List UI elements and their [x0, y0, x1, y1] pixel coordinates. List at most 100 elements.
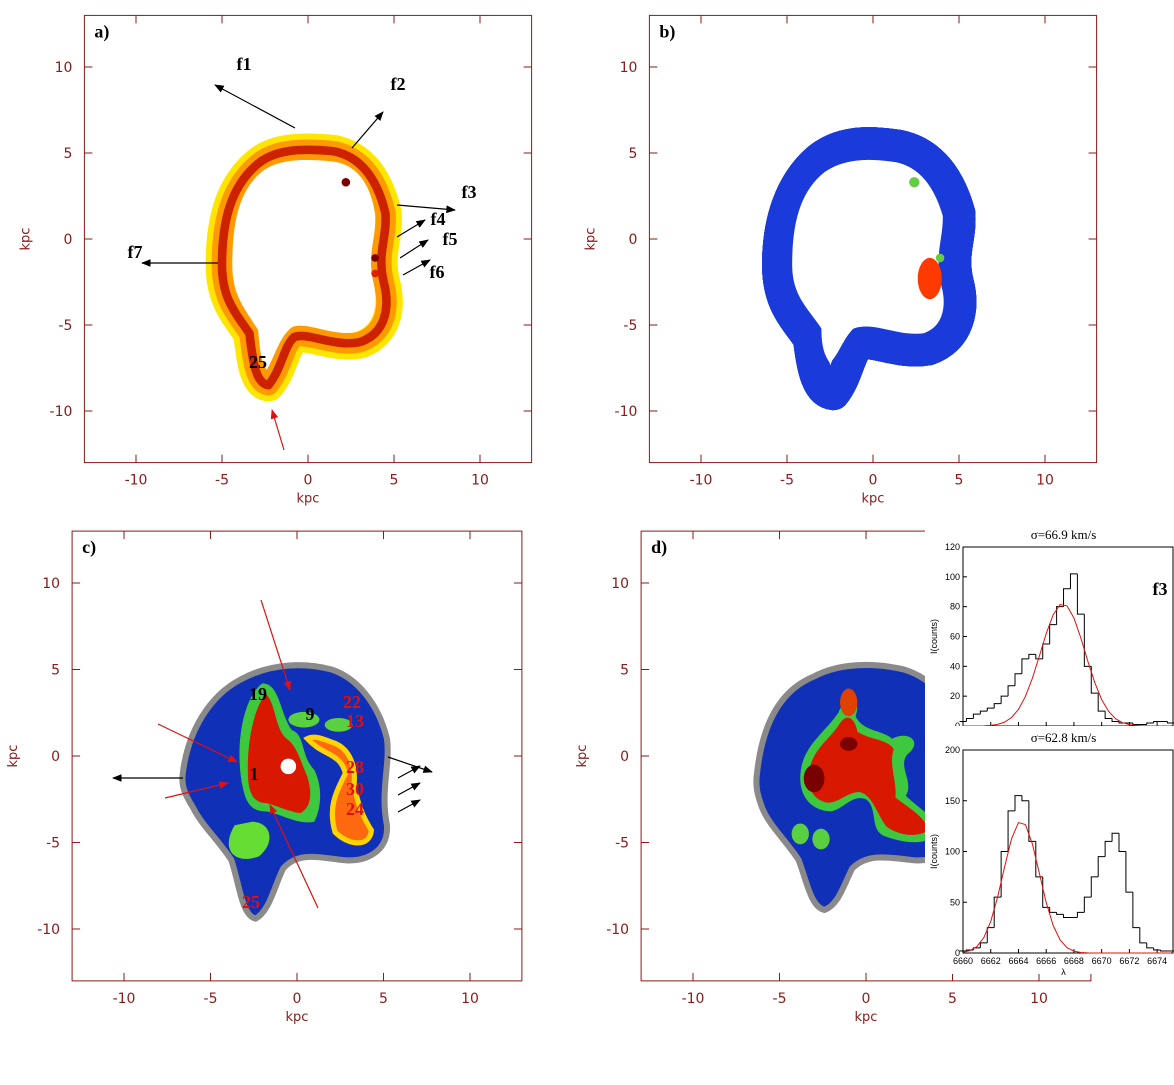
histogram-step — [1014, 795, 1022, 811]
y-tick-label: -5 — [46, 836, 60, 852]
histogram-step — [993, 896, 1002, 928]
y-tick-label: 10 — [42, 576, 60, 592]
y-tick-label: 150 — [945, 796, 960, 806]
x-tick-label: 5 — [379, 991, 388, 1007]
histogram-step — [1069, 573, 1078, 589]
inset-title: σ=62.8 km/s — [1031, 730, 1097, 745]
arrow-a-red — [270, 409, 285, 451]
y-tick-label: 5 — [63, 146, 72, 162]
y-axis-label: I(counts) — [929, 619, 939, 654]
histogram-step — [1021, 658, 1029, 674]
annotation: 22 — [343, 692, 361, 712]
histogram-step — [986, 927, 995, 943]
x-tick-label: 0 — [293, 991, 302, 1007]
fit-curve — [963, 604, 1171, 727]
histogram-step — [1014, 673, 1022, 686]
x-tick-label: 0 — [862, 991, 871, 1007]
panel-label: c) — [82, 537, 96, 558]
x-tick-label: 10 — [461, 991, 479, 1007]
histogram-step — [1056, 912, 1064, 915]
histogram-step — [1118, 833, 1126, 852]
y-tick-label: 80 — [950, 602, 960, 612]
x-axis-label: kpc — [862, 492, 885, 507]
x-tick-label: -10 — [113, 991, 136, 1007]
histogram-step — [1132, 723, 1140, 726]
histogram-step — [1063, 914, 1071, 918]
y-tick-label: -5 — [623, 318, 637, 334]
histogram-step — [1063, 588, 1071, 607]
x-axis-label: λ — [1061, 967, 1066, 977]
y-axis-label: I(counts) — [929, 834, 939, 869]
x-tick-label: 5 — [390, 473, 399, 489]
x-tick-label: 6666 — [1036, 956, 1056, 966]
histogram-step — [1125, 851, 1133, 893]
x-tick-label: 10 — [471, 473, 489, 489]
panel-label: b) — [659, 21, 675, 42]
histogram-step — [1153, 947, 1161, 951]
x-tick-label: -10 — [125, 473, 148, 489]
annotation: 13 — [346, 711, 364, 731]
y-tick-label: 60 — [950, 632, 960, 642]
panel-label: a) — [94, 21, 109, 42]
y-tick-label: 20 — [950, 691, 960, 701]
y-tick-label: -5 — [58, 318, 72, 334]
histogram-step — [1083, 896, 1092, 913]
histogram-step — [965, 718, 974, 722]
x-tick-label: 10 — [1030, 991, 1048, 1007]
histogram-step — [1076, 573, 1085, 615]
arrows-c — [112, 756, 433, 813]
y-tick-label: 5 — [620, 663, 629, 679]
fit-curve — [962, 821, 1171, 954]
histogram-step — [1056, 606, 1064, 625]
arrows-c-red — [157, 599, 319, 909]
annotation: f3 — [462, 182, 477, 202]
histogram-step — [993, 703, 1002, 709]
histogram-step — [1007, 810, 1015, 852]
y-tick-label: -10 — [615, 404, 638, 420]
histogram-step — [1028, 800, 1036, 842]
map-c — [179, 662, 391, 922]
histogram-step — [1097, 856, 1106, 877]
y-tick-label: 10 — [55, 60, 73, 76]
y-tick-label: -10 — [37, 922, 60, 938]
x-tick-label: 6660 — [953, 956, 973, 966]
histogram-step — [1076, 911, 1085, 918]
histogram-step — [1090, 666, 1099, 694]
annotation: f7 — [128, 242, 143, 262]
annotation: 24 — [346, 799, 364, 819]
histogram-step — [1083, 614, 1092, 667]
x-tick-label: -5 — [204, 991, 218, 1007]
x-tick-label: -10 — [690, 473, 713, 489]
x-tick-label: 0 — [869, 473, 878, 489]
histogram-step — [1000, 695, 1009, 704]
x-tick-label: 6674 — [1147, 956, 1167, 966]
y-tick-label: -10 — [50, 404, 73, 420]
x-tick-label: 6672 — [1119, 956, 1139, 966]
y-tick-label: 100 — [945, 572, 960, 582]
histogram-step — [1090, 876, 1099, 898]
annotation: f6 — [430, 262, 445, 282]
histogram-step — [1139, 927, 1147, 944]
annotation: f5 — [443, 229, 458, 249]
histogram-step — [1028, 653, 1036, 659]
x-tick-label: -5 — [215, 473, 229, 489]
y-tick-label: 5 — [51, 663, 60, 679]
y-tick-label: 0 — [51, 749, 60, 765]
histogram-step — [1167, 721, 1174, 724]
y-axis-label: kpc — [18, 228, 33, 251]
histogram-step — [1146, 722, 1154, 725]
y-tick-label: -10 — [606, 922, 629, 938]
y-tick-label: 120 — [945, 542, 960, 552]
y-tick-label: 0 — [628, 232, 637, 248]
inset-title: σ=66.9 km/s — [1031, 527, 1097, 542]
annotation: 9 — [306, 704, 315, 724]
arrows-a — [141, 84, 456, 276]
map-b — [762, 144, 960, 394]
x-tick-label: 5 — [955, 473, 964, 489]
x-tick-label: 6662 — [981, 956, 1001, 966]
y-tick-label: 200 — [945, 745, 960, 755]
histogram-step — [1160, 949, 1168, 952]
y-axis-label: kpc — [583, 228, 598, 251]
annotation: f1 — [237, 54, 252, 74]
